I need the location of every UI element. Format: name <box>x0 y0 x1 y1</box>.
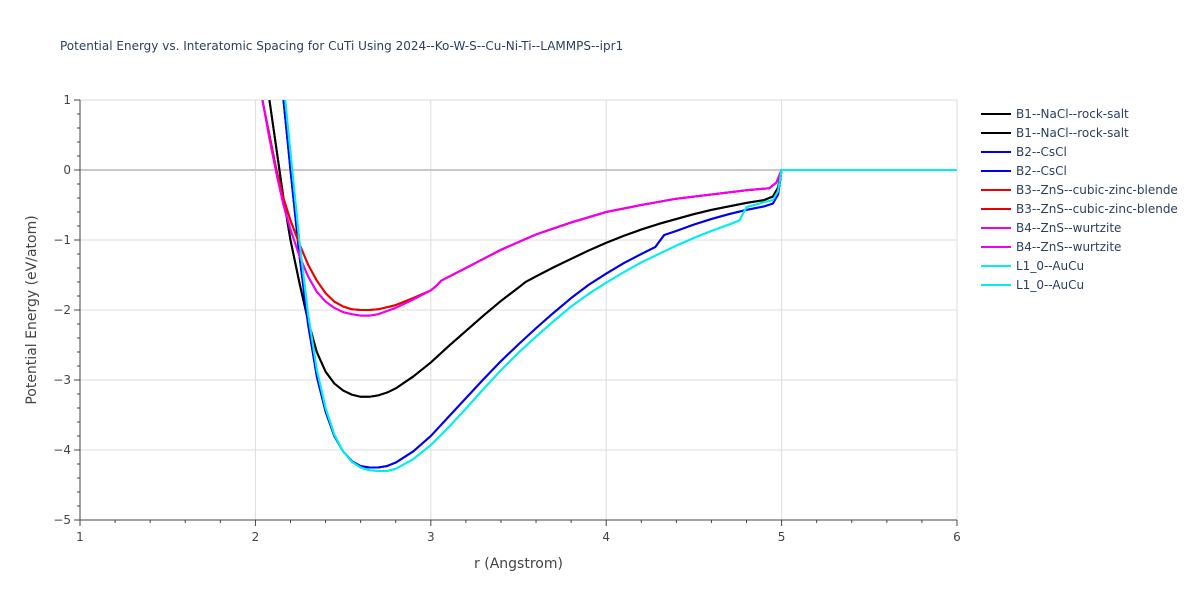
legend-item[interactable]: B2--CsCl <box>981 164 1067 178</box>
legend-item[interactable]: B2--CsCl <box>981 145 1067 159</box>
x-tick-label: 4 <box>602 530 610 544</box>
x-axis-title: r (Angstrom) <box>474 556 563 572</box>
legend-label: L1_0--AuCu <box>1016 278 1084 292</box>
series-line-0 <box>268 100 957 398</box>
axes: 1 2 3 4 5 6 1 0 −1 −2 −3 −4 −5 <box>53 93 961 544</box>
legend-item[interactable]: B3--ZnS--cubic-zinc-blende <box>981 202 1178 216</box>
legend-label: B3--ZnS--cubic-zinc-blende <box>1016 202 1178 216</box>
legend-item[interactable]: L1_0--AuCu <box>981 259 1084 273</box>
y-tick-label: −1 <box>53 233 71 247</box>
legend-label: B4--ZnS--wurtzite <box>1016 221 1121 235</box>
plot-area <box>261 100 957 472</box>
series-line-9 <box>284 100 957 472</box>
y-axis-title: Potential Energy (eV/atom) <box>24 215 40 404</box>
y-tick-label: 1 <box>63 93 71 107</box>
legend[interactable]: B1--NaCl--rock-salt B1--NaCl--rock-salt B2… <box>981 107 1178 292</box>
y-tick-label: −4 <box>53 443 71 457</box>
legend-label: B4--ZnS--wurtzite <box>1016 240 1121 254</box>
legend-label: B1--NaCl--rock-salt <box>1016 107 1129 121</box>
y-tick-label: −3 <box>53 373 71 387</box>
chart-title: Potential Energy vs. Interatomic Spacing… <box>60 39 623 53</box>
legend-label: B2--CsCl <box>1016 145 1067 159</box>
x-tick-label: 3 <box>427 530 435 544</box>
legend-item[interactable]: B4--ZnS--wurtzite <box>981 240 1121 254</box>
series-line-1 <box>268 100 957 398</box>
series-line-6 <box>261 100 957 317</box>
y-tick-label: −2 <box>53 303 71 317</box>
legend-item[interactable]: B1--NaCl--rock-salt <box>981 126 1129 140</box>
series-line-4 <box>261 100 957 311</box>
legend-label: B1--NaCl--rock-salt <box>1016 126 1129 140</box>
legend-item[interactable]: B1--NaCl--rock-salt <box>981 107 1129 121</box>
x-tick-label: 6 <box>953 530 961 544</box>
grid-lines <box>80 99 958 520</box>
legend-label: B3--ZnS--cubic-zinc-blende <box>1016 183 1178 197</box>
legend-item[interactable]: B3--ZnS--cubic-zinc-blende <box>981 183 1178 197</box>
series-line-3 <box>282 100 957 469</box>
legend-label: B2--CsCl <box>1016 164 1067 178</box>
series-line-5 <box>261 100 957 311</box>
x-tick-label: 5 <box>778 530 786 544</box>
series-line-2 <box>282 100 957 469</box>
y-tick-label: 0 <box>63 163 71 177</box>
x-tick-label: 2 <box>252 530 260 544</box>
legend-item[interactable]: B4--ZnS--wurtzite <box>981 221 1121 235</box>
legend-label: L1_0--AuCu <box>1016 259 1084 273</box>
x-tick-label: 1 <box>76 530 84 544</box>
series-lines <box>261 100 957 472</box>
legend-item[interactable]: L1_0--AuCu <box>981 278 1084 292</box>
y-tick-label: −5 <box>53 513 71 527</box>
series-line-8 <box>284 100 957 472</box>
series-line-7 <box>261 100 957 317</box>
